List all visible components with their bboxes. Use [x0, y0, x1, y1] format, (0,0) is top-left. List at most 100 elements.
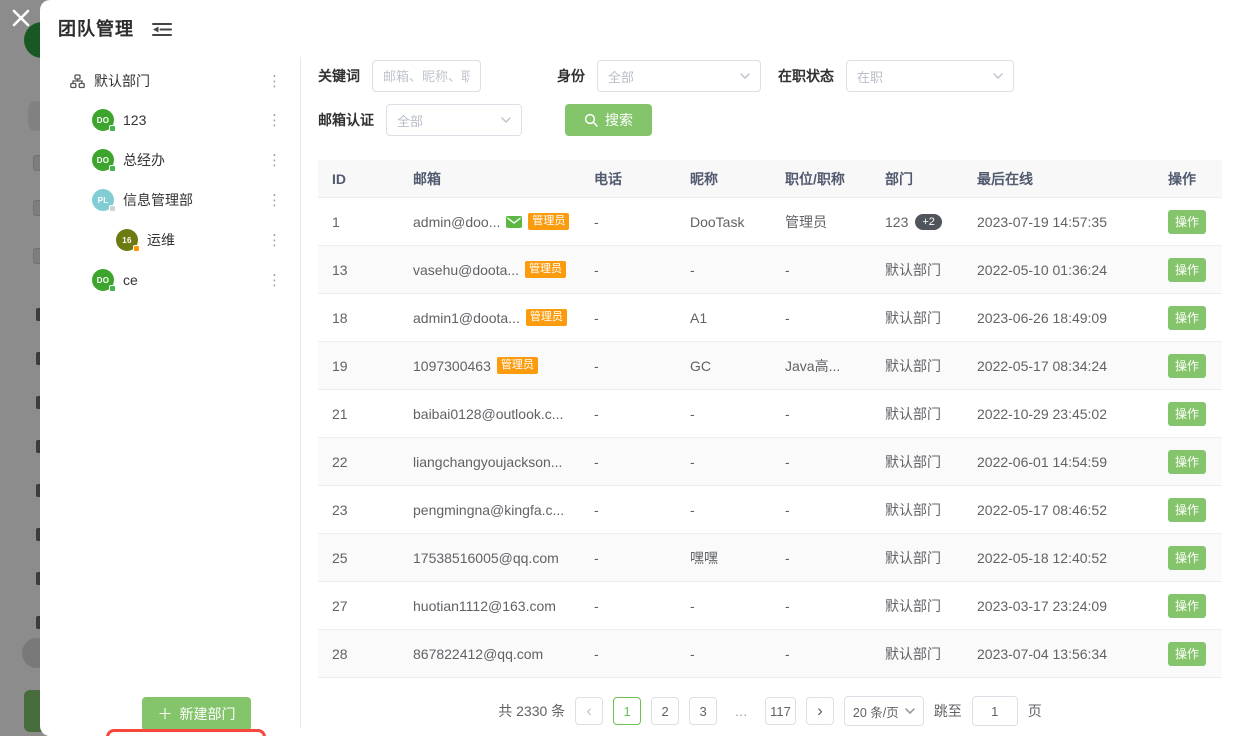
table-row: 28 867822412@qq.com - - - 默认部门 2023-07-0…	[318, 630, 1222, 678]
cell-id: 21	[332, 405, 348, 422]
search-button-label: 搜索	[605, 112, 633, 128]
identity-select[interactable]: 全部	[597, 60, 761, 92]
cell-phone: -	[594, 213, 599, 230]
department-label: 信息管理部	[123, 192, 193, 208]
email-verify-select[interactable]: 全部	[386, 104, 522, 136]
cell-id: 28	[332, 645, 348, 662]
page-size-select[interactable]: 20 条/页	[843, 696, 924, 726]
next-page-button[interactable]: ›	[805, 697, 834, 725]
department-text: 默认部门	[885, 405, 941, 422]
email-text: liangchangyoujackson...	[413, 453, 563, 470]
more-options-icon[interactable]: ⋮	[267, 191, 282, 209]
department-avatar: DO	[92, 269, 116, 292]
cell-position: -	[785, 405, 790, 422]
department-extra-badge: +2	[915, 213, 942, 230]
status-select[interactable]: 在职	[846, 60, 1014, 92]
more-options-icon[interactable]: ⋮	[267, 231, 282, 249]
cell-email: liangchangyoujackson...	[399, 438, 580, 485]
search-button[interactable]: 搜索	[565, 104, 652, 136]
admin-badge: 管理员	[525, 260, 567, 279]
sidebar-item-department[interactable]: DO 总经办 ⋮	[58, 140, 300, 180]
cell-department: 默认部门	[871, 294, 963, 341]
sidebar-item-root-department[interactable]: 默认部门 ⋮	[58, 66, 300, 96]
row-action-button[interactable]: 操作	[1168, 545, 1206, 570]
row-action-button[interactable]: 操作	[1168, 353, 1206, 378]
row-action-button[interactable]: 操作	[1168, 209, 1206, 234]
root-department-label: 默认部门	[94, 73, 150, 89]
prev-page-button[interactable]: ‹	[575, 697, 604, 725]
cell-actions: 操作	[1154, 294, 1222, 341]
more-options-icon[interactable]: ⋮	[267, 72, 282, 90]
jump-page-input[interactable]	[971, 696, 1018, 726]
page-button[interactable]: 3	[689, 697, 718, 725]
more-options-icon[interactable]: ⋮	[267, 151, 282, 169]
cell-actions: 操作	[1154, 390, 1222, 437]
cell-position: -	[785, 549, 790, 566]
new-department-button[interactable]: ＋ 新建部门	[142, 697, 251, 731]
table-row: 25 17538516005@qq.com - 嘿嘿 - 默认部门 2022-0…	[318, 534, 1222, 582]
close-icon[interactable]	[8, 6, 34, 32]
department-label: 运维	[147, 232, 175, 248]
sidebar-item-department[interactable]: 16 运维 ⋮	[58, 220, 300, 260]
more-options-icon[interactable]: ⋮	[267, 111, 282, 129]
org-chart-icon	[70, 73, 85, 89]
status-badge	[109, 125, 116, 132]
row-action-button[interactable]: 操作	[1168, 401, 1206, 426]
chevron-right-icon: ›	[817, 700, 823, 720]
more-options-icon[interactable]: ⋮	[267, 271, 282, 289]
new-department-label: 新建部门	[179, 706, 236, 722]
row-action-button[interactable]: 操作	[1168, 305, 1206, 330]
cell-last-online: 2023-07-19 14:57:35	[977, 213, 1107, 230]
sidebar: 默认部门 ⋮ DO 123 ⋮ DO 总经办 ⋮ PL 信息管理部 ⋮ 16 运…	[58, 66, 300, 736]
department-text: 默认部门	[885, 645, 941, 662]
row-action-button[interactable]: 操作	[1168, 641, 1206, 666]
col-phone: 电话	[594, 170, 622, 187]
cell-nickname: -	[690, 453, 695, 470]
email-text: admin@doo...	[413, 213, 501, 230]
cell-nickname: -	[690, 645, 695, 662]
page-button[interactable]: 2	[651, 697, 680, 725]
col-last-online: 最后在线	[977, 170, 1033, 187]
cell-id: 1	[332, 213, 340, 230]
department-text: 默认部门	[885, 453, 941, 470]
row-action-button[interactable]: 操作	[1168, 449, 1206, 474]
email-verify-filter: 邮箱认证 全部	[318, 104, 522, 136]
main-content: 关键词 身份 全部 在职状态 在职 邮箱认证 全部	[318, 0, 1222, 736]
cell-last-online: 2022-10-29 23:45:02	[977, 405, 1107, 422]
collapse-menu-icon[interactable]	[152, 21, 172, 38]
page-button[interactable]: 117	[765, 697, 796, 725]
cell-nickname: -	[690, 501, 695, 518]
sidebar-item-department[interactable]: PL 信息管理部 ⋮	[58, 180, 300, 220]
page-button[interactable]: 1	[613, 697, 642, 725]
chevron-left-icon: ‹	[586, 700, 592, 720]
cell-phone: -	[594, 549, 599, 566]
department-text: 默认部门	[885, 597, 941, 614]
cell-id: 25	[332, 549, 348, 566]
email-text: baibai0128@outlook.c...	[413, 405, 564, 422]
department-text: 123	[885, 213, 909, 230]
cell-id: 23	[332, 501, 348, 518]
sidebar-item-department[interactable]: DO 123 ⋮	[58, 100, 300, 140]
row-action-button[interactable]: 操作	[1168, 497, 1206, 522]
cell-last-online: 2022-06-01 14:54:59	[977, 453, 1107, 470]
cell-position: -	[785, 501, 790, 518]
avatar-initials: DO	[96, 115, 110, 125]
identity-value: 全部	[608, 69, 635, 85]
avatar-initials: 16	[122, 235, 132, 245]
row-action-button[interactable]: 操作	[1168, 593, 1206, 618]
keyword-filter: 关键词	[318, 60, 481, 92]
table-row: 18 admin1@doota... 管理员 - A1 - 默认部门 2023-…	[318, 294, 1222, 342]
table-row: 13 vasehu@doota... 管理员 - - - 默认部门 2022-0…	[318, 246, 1222, 294]
cell-email: admin@doo... 管理员	[399, 198, 580, 245]
department-label: 总经办	[123, 152, 165, 168]
row-action-button[interactable]: 操作	[1168, 257, 1206, 282]
team-management-modal: 团队管理 默认部门 ⋮ DO	[40, 0, 1242, 736]
cell-last-online: 2022-05-17 08:46:52	[977, 501, 1107, 518]
email-text: admin1@doota...	[413, 309, 520, 326]
cell-position: 管理员	[785, 213, 827, 230]
sidebar-item-department[interactable]: DO ce ⋮	[58, 260, 300, 300]
cell-nickname: A1	[690, 309, 708, 326]
cell-last-online: 2022-05-17 08:34:24	[977, 357, 1107, 374]
verified-email-icon	[506, 215, 523, 228]
keyword-input[interactable]	[372, 60, 481, 92]
